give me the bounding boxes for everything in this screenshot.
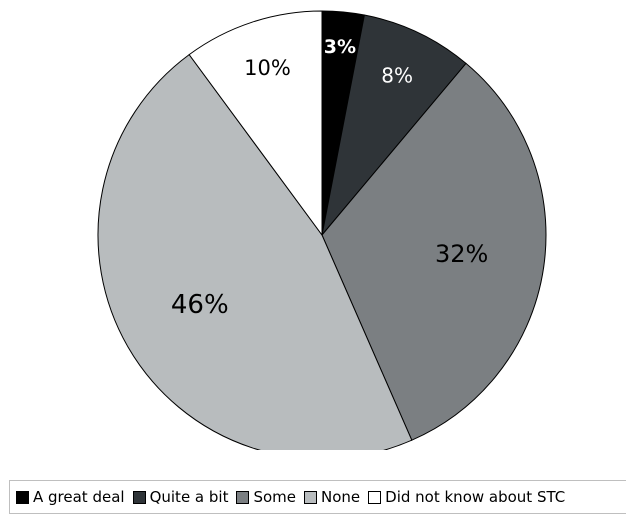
data-label-quite-a-bit: 8% <box>381 64 413 88</box>
legend-swatch <box>236 490 250 504</box>
data-label-a-great-deal: 3% <box>324 36 356 58</box>
legend-label: Quite a bit <box>149 488 229 506</box>
data-label-none: 46% <box>171 290 229 320</box>
legend-label: Did not know about STC <box>385 488 566 506</box>
legend-swatch <box>132 490 146 504</box>
legend-item: Did not know about STC <box>368 488 565 506</box>
legend: A great deal Quite a bit Some None Did not k… <box>9 480 626 514</box>
legend-item: Some <box>236 488 296 506</box>
pie-slice-none <box>97 53 413 450</box>
pie-chart: 3% 8% 32% 46% 10% <box>97 10 547 450</box>
pie-slice-some <box>321 62 547 441</box>
legend-label: Some <box>253 488 297 506</box>
legend-label: None <box>321 488 361 506</box>
pie-slice-quite-a-bit <box>321 14 467 237</box>
legend-swatch <box>368 490 382 504</box>
data-label-did-not-know-about-stc: 10% <box>244 56 291 80</box>
pie-labels: 3% 8% 32% 46% 10% <box>171 36 488 320</box>
pie-slices <box>97 10 547 450</box>
legend-item: Quite a bit <box>132 488 229 506</box>
data-label-some: 32% <box>435 240 488 268</box>
legend-swatch <box>16 490 29 504</box>
legend-label: A great deal <box>33 488 125 506</box>
legend-item: None <box>304 488 360 506</box>
legend-swatch <box>304 490 318 504</box>
legend-item: A great deal <box>16 488 125 506</box>
pie-slice-did-not-know-about-stc <box>188 10 323 237</box>
